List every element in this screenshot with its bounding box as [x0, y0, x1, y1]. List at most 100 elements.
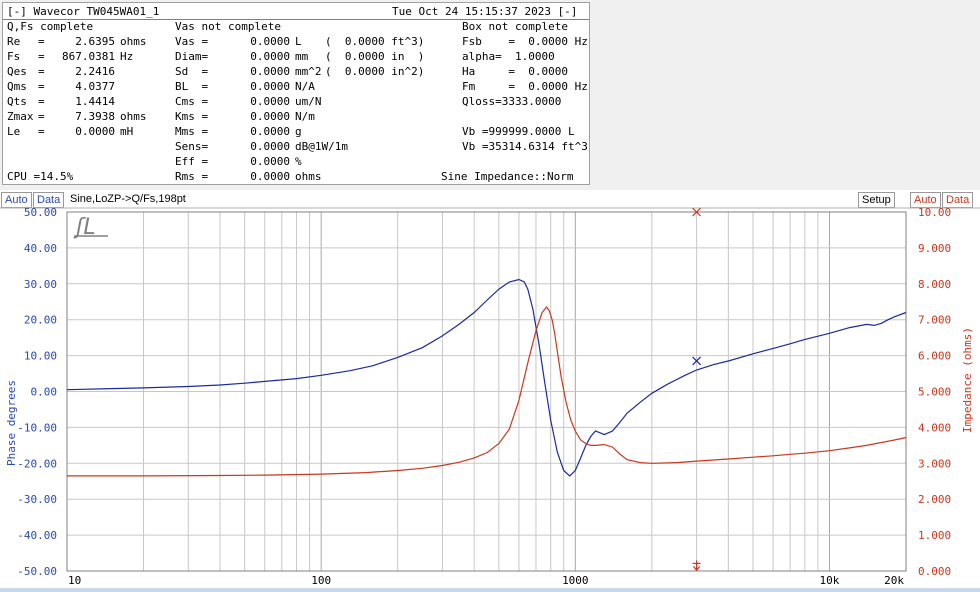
box-param: alpha= 1.0000: [462, 50, 555, 63]
left-tick-label: -40.00: [17, 529, 57, 542]
chart-description: Sine,LoZP->Q/Fs,198pt: [67, 192, 189, 206]
box-param: Fsb = 0.0000 Hz: [462, 35, 588, 48]
left-tick-label: 30.00: [24, 278, 57, 291]
param-unit: L: [295, 35, 302, 48]
param-value: 0.0000: [250, 140, 290, 153]
left-tick-label: -30.00: [17, 493, 57, 506]
right-tick-label: 5.000: [918, 386, 951, 399]
param-value: 0.0000: [250, 125, 290, 138]
chart-area: Auto Data Sine,LoZP->Q/Fs,198pt Setup Au…: [0, 190, 980, 588]
param-label: Sens=: [175, 140, 209, 153]
status-strip: [0, 588, 980, 592]
param-value: 0.0000: [250, 50, 290, 63]
param-label: Cms =: [175, 95, 209, 108]
data-left-button[interactable]: Data: [33, 192, 65, 208]
param-eq: =: [38, 50, 45, 63]
param-value: 0.0000: [250, 35, 290, 48]
param-unit: mH: [120, 125, 134, 138]
param-unit: um/N: [295, 95, 322, 108]
param-value: 0.0000: [250, 65, 290, 78]
plot-frame: [0, 207, 980, 572]
param-label: Qts: [7, 95, 27, 108]
param-unit: %: [295, 155, 302, 168]
param-value: 7.3938: [75, 110, 115, 123]
param-value: 867.0381: [62, 50, 115, 63]
left-tick-label: 50.00: [24, 206, 57, 219]
param-unit: Hz: [120, 50, 134, 63]
param-value: 0.0000: [250, 80, 290, 93]
param-value: 0.0000: [250, 170, 290, 183]
cursor-bottom-marker[interactable]: [692, 560, 701, 572]
right-tick-label: 9.000: [918, 242, 951, 255]
phase-series-line: [66, 278, 907, 477]
param-value: 2.6395: [75, 35, 115, 48]
panel-datetime[interactable]: Tue Oct 24 15:15:37 2023 [-]: [392, 5, 578, 18]
left-tick-label: -20.00: [17, 457, 57, 470]
param-label: Re: [7, 35, 21, 48]
right-axis-ticks: 10.00 9.000 8.000 7.000 6.000 5.000 4.000 3.000…: [918, 206, 951, 578]
param-label: Eff =: [175, 155, 209, 168]
left-tick-label: 0.00: [31, 386, 58, 399]
marker-group: [692, 207, 702, 572]
param-label: Fs: [7, 50, 21, 63]
param-label: Zmax: [7, 110, 34, 123]
cursor-marker[interactable]: [692, 207, 702, 217]
box-param: Vb =999999.0000 L: [462, 125, 575, 138]
impedance-phase-chart: ʃL 50.00 40.00 30.00 20.00 10.00 0.00 -10.00 -2…: [0, 206, 980, 587]
qfs-status: Q,Fs complete: [7, 20, 94, 33]
param-unit: mm: [295, 50, 309, 63]
left-axis-label: Phase degrees: [5, 380, 18, 466]
param-value: 1.4414: [75, 95, 115, 108]
x-tick-label: 100: [311, 574, 331, 587]
x-tick-label: 10k: [820, 574, 840, 587]
param-unit: g: [295, 125, 302, 138]
param-eq: =: [38, 110, 45, 123]
param-unit: mm^2: [295, 65, 322, 78]
panel-divider: [3, 19, 589, 20]
left-tick-label: 40.00: [24, 242, 57, 255]
param-value: 0.0000: [75, 125, 115, 138]
panel-title[interactable]: [-] Wavecor TW045WA01_1: [7, 5, 160, 18]
param-unit: dB@1W/1m: [295, 140, 348, 153]
right-tick-label: 6.000: [918, 350, 951, 363]
setup-button[interactable]: Setup: [858, 192, 895, 208]
svg-text:ʃL: ʃL: [73, 215, 96, 240]
measurement-mode: Sine Impedance::Norm: [441, 170, 574, 183]
left-axis-ticks: 50.00 40.00 30.00 20.00 10.00 0.00 -10.00 -20.0…: [17, 206, 57, 578]
param-unit: ohms: [120, 110, 147, 123]
left-tick-label: -10.00: [17, 421, 57, 434]
grid: [66, 211, 907, 572]
cpu-usage: CPU =14.5%: [7, 170, 74, 183]
left-tick-label: 20.00: [24, 314, 57, 327]
x-tick-label: 1000: [562, 574, 589, 587]
right-tick-label: 7.000: [918, 314, 951, 327]
x-tick-label: 20k: [884, 574, 904, 587]
x-axis-ticks: 10 100 1000 10k 20k: [68, 574, 904, 587]
right-tick-label: 4.000: [918, 421, 951, 434]
x-tick-label: 10: [68, 574, 81, 587]
param-value: 4.0377: [75, 80, 115, 93]
param-unit: ohms: [295, 170, 322, 183]
right-tick-label: 2.000: [918, 493, 951, 506]
cursor-marker[interactable]: [692, 356, 702, 366]
param-eq: =: [38, 125, 45, 138]
param-eq: =: [38, 95, 45, 108]
param-extra: ( 0.0000 in ): [325, 50, 425, 63]
left-tick-label: 10.00: [24, 350, 57, 363]
right-axis-label: Impedance (ohms): [961, 327, 974, 433]
param-label: Qes: [7, 65, 27, 78]
param-label: Vas =: [175, 35, 209, 48]
right-tick-label: 10.00: [918, 206, 951, 219]
param-label: Rms =: [175, 170, 209, 183]
param-eq: =: [38, 80, 45, 93]
param-extra: ( 0.0000 in^2): [325, 65, 425, 78]
param-label: BL =: [175, 80, 209, 93]
right-tick-label: 8.000: [918, 278, 951, 291]
box-param: Qloss=3333.0000: [462, 95, 562, 108]
series-group: [66, 278, 907, 477]
param-unit: ohms: [120, 35, 147, 48]
param-label: Kms =: [175, 110, 209, 123]
left-tick-label: -50.00: [17, 565, 57, 578]
box-status: Box not complete: [462, 20, 568, 33]
param-label: Diam=: [175, 50, 209, 63]
